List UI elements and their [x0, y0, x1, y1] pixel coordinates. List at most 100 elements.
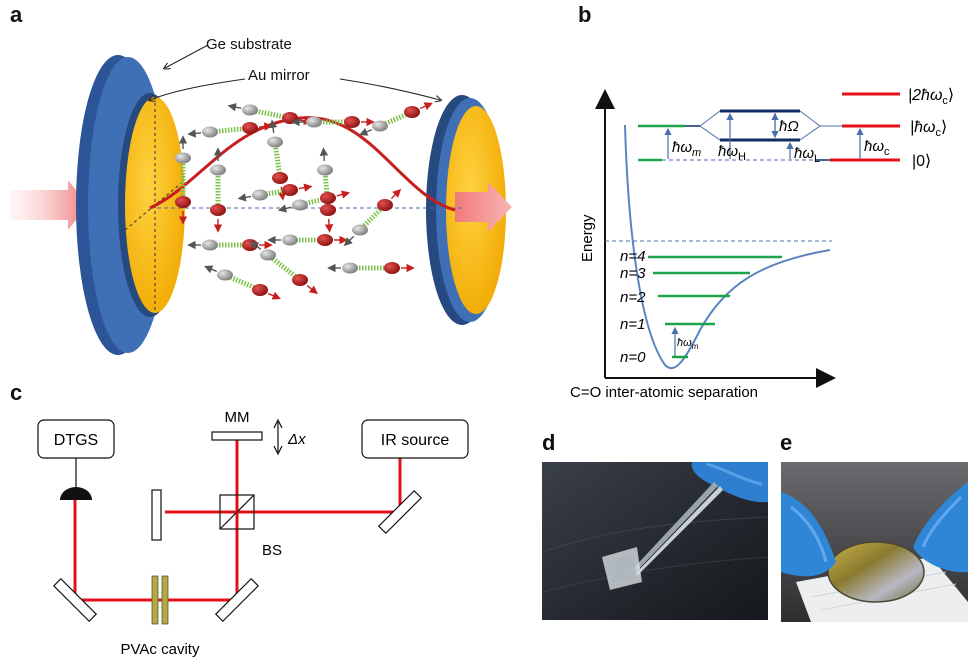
- oxygen-atom: [320, 192, 336, 204]
- oxygen-motion-arrow: [324, 218, 334, 233]
- panel-label-e: e: [780, 430, 793, 455]
- energy-level-diagram: Energy C=O inter-atomic separation n=0 n…: [570, 87, 954, 401]
- oxygen-atom: [252, 284, 268, 296]
- glove-hand: [691, 462, 768, 503]
- oxygen-motion-arrow: [258, 122, 273, 131]
- morse-potential-curve: [624, 124, 831, 370]
- oxygen-atom: [320, 204, 336, 216]
- oxygen-atom: [404, 106, 420, 118]
- left-glove: [781, 492, 836, 577]
- oxygen-motion-arrow: [419, 102, 433, 111]
- panel-label-b: b: [578, 2, 592, 27]
- oxygen-atom: [272, 172, 288, 184]
- panel-label-c: c: [10, 380, 23, 405]
- carbon-atom: [217, 269, 233, 281]
- carbon-atom: [210, 164, 226, 176]
- hw-l-label: ħωL: [794, 145, 820, 165]
- detector-head: [60, 487, 92, 500]
- ir-source-box: [361, 419, 469, 459]
- carbon-motion-arrow: [359, 127, 373, 136]
- rabi-splitting-label: ħΩ: [779, 118, 799, 135]
- molecule-bond: [272, 141, 283, 179]
- pvac-cavity: [151, 575, 169, 625]
- incoming-ir-beam: [10, 180, 88, 230]
- carbon-atom: [242, 104, 258, 116]
- ir-beam-path: [73, 440, 402, 602]
- hw-m-label: ħωm: [672, 139, 701, 159]
- pvac-cavity-label: PVAc cavity: [121, 641, 200, 658]
- moving-mirror: [211, 431, 263, 441]
- carbon-motion-arrow: [237, 193, 252, 202]
- beam-splitter: [219, 494, 255, 530]
- energy-axis-label: Energy: [579, 214, 596, 262]
- carbon-atom: [202, 239, 218, 251]
- oxygen-atom: [210, 204, 226, 216]
- left-mirror: [76, 55, 186, 355]
- oxygen-atom: [292, 274, 308, 286]
- displacement-label: Δx: [287, 431, 306, 448]
- cavity-schematic: Ge substrate Au mirror: [10, 36, 512, 355]
- bs-label: BS: [262, 542, 282, 559]
- oxygen-atom: [344, 116, 360, 128]
- vibrational-levels: [648, 255, 782, 359]
- oxygen-motion-arrow: [390, 188, 402, 200]
- carbon-motion-arrow: [204, 265, 218, 274]
- carbon-atom: [372, 120, 388, 132]
- carbon-motion-arrow: [227, 103, 242, 112]
- source-fold-mirror: [377, 489, 423, 535]
- carbon-motion-arrow: [277, 204, 292, 213]
- carbon-atom: [175, 152, 191, 164]
- oxygen-atom: [282, 184, 298, 196]
- carbon-atom: [267, 136, 283, 148]
- carbon-motion-arrow: [187, 129, 202, 138]
- photo-cavity-on-tissue: [781, 462, 968, 622]
- hw-h-label: ħωH: [718, 143, 746, 163]
- ket-0: |0⟩: [912, 153, 931, 170]
- level-n3: n=3: [620, 265, 646, 282]
- cavity-wafer: [827, 541, 925, 603]
- carbon-atom: [282, 234, 298, 246]
- carbon-atom: [317, 164, 333, 176]
- carbon-atom: [306, 116, 322, 128]
- carbon-atom: [252, 189, 268, 201]
- ket-2hwc: |2ħωc⟩: [908, 87, 954, 107]
- carbon-motion-arrow: [343, 235, 355, 247]
- panel-label-d: d: [542, 430, 556, 455]
- level-n0: n=0: [620, 349, 646, 366]
- fixed-mirror: [151, 489, 162, 541]
- dtgs-label: DTGS: [54, 432, 98, 449]
- molecule-bond: [322, 169, 331, 211]
- carbon-atom: [342, 262, 358, 274]
- oxygen-motion-arrow: [298, 183, 313, 192]
- oxygen-atom: [242, 122, 258, 134]
- level-n4: n=4: [620, 248, 645, 265]
- carbon-atom: [202, 126, 218, 138]
- level-n1: n=1: [620, 316, 645, 333]
- bottom-left-mirror: [52, 577, 98, 623]
- carbon-atom: [352, 224, 368, 236]
- moving-mirror-label: MM: [225, 409, 250, 426]
- carbon-atom: [260, 249, 276, 261]
- oxygen-motion-arrow: [267, 291, 281, 300]
- vib-quantum-label: ħωm: [677, 337, 699, 351]
- ge-substrate-label: Ge substrate: [206, 36, 292, 53]
- oxygen-motion-arrow: [336, 190, 351, 199]
- ftir-setup-schematic: DTGS IR source MM Δx BS PVAc cavity: [37, 409, 469, 658]
- outgoing-ir-beam: [455, 182, 512, 232]
- carbon-motion-arrow: [268, 119, 278, 134]
- molecules: [175, 102, 433, 300]
- bottom-right-mirror: [214, 577, 260, 623]
- cavity-field-mode: [149, 116, 456, 212]
- ir-source-label: IR source: [381, 432, 450, 449]
- tweezers: [630, 482, 718, 574]
- panel-label-a: a: [10, 2, 23, 27]
- separation-axis-label: C=O inter-atomic separation: [570, 384, 758, 401]
- polariton-scheme: [638, 92, 900, 162]
- carbon-motion-arrow: [250, 240, 262, 251]
- au-mirror-label: Au mirror: [248, 67, 310, 84]
- oxygen-atom: [384, 262, 400, 274]
- level-n2: n=2: [620, 289, 646, 306]
- oxygen-motion-arrow: [306, 284, 318, 295]
- carbon-atom: [292, 199, 308, 211]
- oxygen-atom: [175, 196, 191, 208]
